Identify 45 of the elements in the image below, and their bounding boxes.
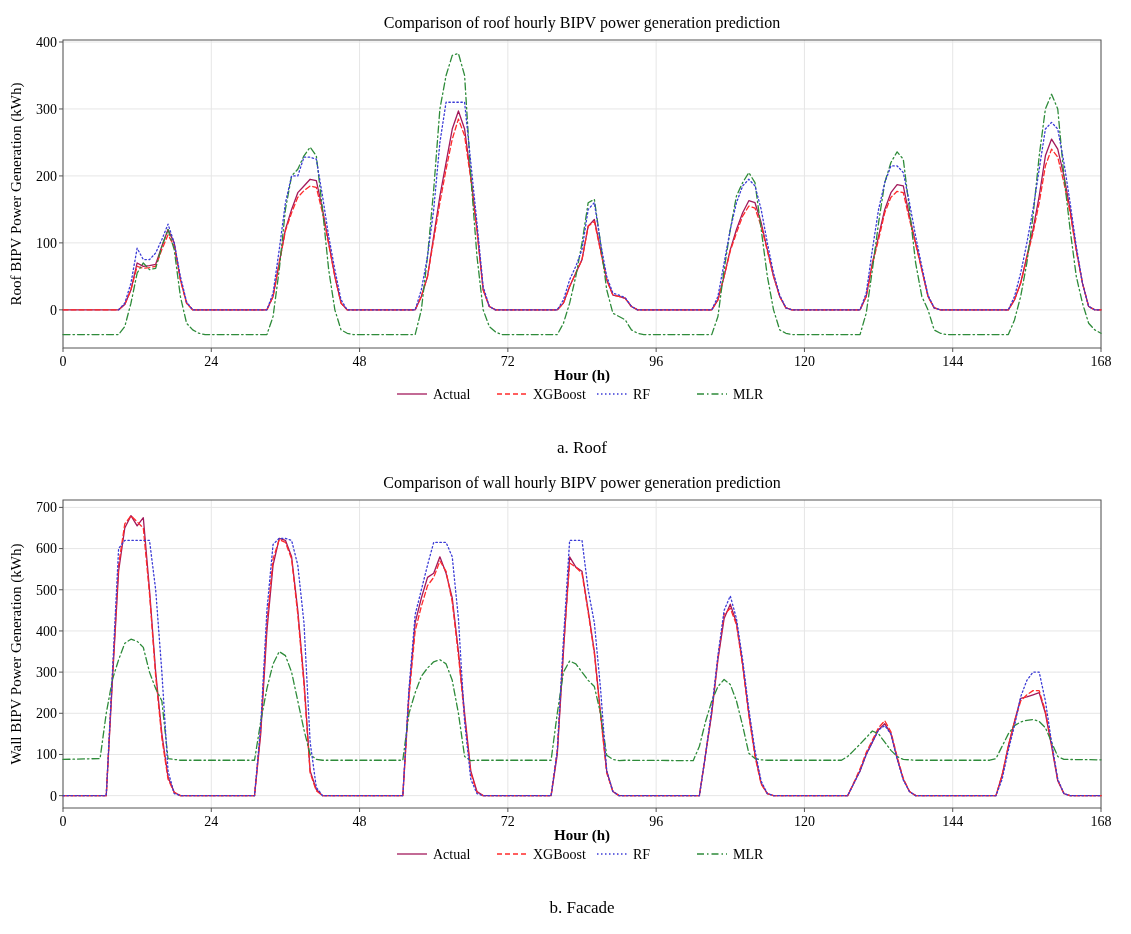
x-tick-label: 96 [649, 354, 664, 369]
x-tick-label: 72 [500, 814, 515, 829]
y-tick-label: 0 [50, 302, 57, 318]
text: a. Roof [556, 438, 608, 457]
y-tick-label: 100 [36, 235, 57, 251]
y-tick-label: 400 [36, 623, 57, 639]
line-series [62, 638, 1102, 762]
x-tick-label: 24 [204, 814, 219, 829]
legend-label: RF [633, 846, 651, 862]
x-tick-label: 96 [649, 814, 664, 829]
y-tick-label: 600 [36, 541, 57, 557]
y-tick-label: 500 [36, 582, 57, 598]
x-tick-label: 48 [352, 354, 367, 369]
x-tick-label: 120 [793, 814, 815, 829]
legend-label: MLR [733, 386, 764, 402]
x-axis-title: Hour (h) [554, 367, 610, 384]
legend-label: RF [633, 386, 651, 402]
y-tick-label: 400 [36, 34, 57, 50]
y-tick-label: 300 [36, 101, 57, 117]
y-axis-title: Wall BIPV Power Generation (kWh) [8, 543, 25, 765]
chart-title: Comparison of wall hourly BIPV power generation prediction [383, 474, 781, 492]
y-tick-label: 200 [36, 706, 57, 722]
x-tick-label: 168 [1090, 814, 1112, 829]
x-axis-title: Hour (h) [554, 827, 610, 844]
chart-title: Comparison of roof hourly BIPV power generation prediction [383, 14, 781, 32]
line-series [62, 52, 1102, 336]
y-tick-label: 0 [50, 788, 57, 804]
legend-label: XGBoost [533, 386, 587, 402]
legend-label: XGBoost [533, 846, 587, 862]
x-tick-label: 48 [352, 814, 367, 829]
y-tick-label: 100 [36, 747, 57, 763]
y-tick-label: 700 [36, 500, 57, 516]
legend-label: MLR [733, 846, 764, 862]
y-axis-title: Roof BIPV Power Generation (kWh) [8, 82, 25, 306]
x-tick-label: 120 [793, 354, 815, 369]
x-tick-label: 168 [1090, 354, 1112, 369]
text: b. Facade [549, 898, 615, 917]
legend-label: Actual [433, 846, 471, 862]
y-tick-label: 200 [36, 168, 57, 184]
x-tick-label: 144 [942, 354, 964, 369]
y-tick-label: 300 [36, 665, 57, 681]
x-tick-label: 24 [204, 354, 219, 369]
legend-label: Actual [433, 386, 471, 402]
x-tick-label: 144 [942, 814, 964, 829]
x-tick-label: 72 [500, 354, 515, 369]
